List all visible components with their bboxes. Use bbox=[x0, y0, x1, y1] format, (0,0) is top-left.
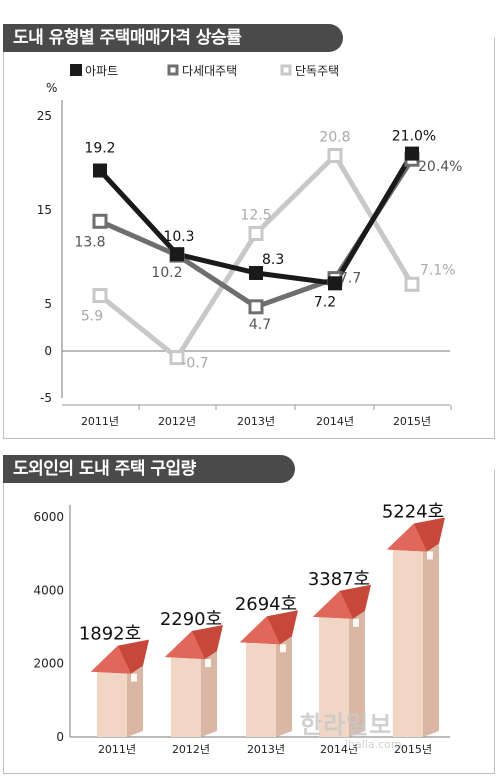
data-label-1: 4.7 bbox=[249, 317, 271, 333]
house-window bbox=[131, 673, 137, 682]
house-body bbox=[246, 638, 276, 737]
y-tick-label-2: 2000 bbox=[33, 657, 64, 671]
x-tick-label: 2013년 bbox=[237, 415, 275, 428]
series-marker-0 bbox=[328, 276, 342, 291]
x-tick-label: 2011년 bbox=[81, 415, 119, 428]
series-marker-2 bbox=[169, 350, 185, 366]
house-window bbox=[353, 618, 359, 627]
bar-value-label: 3387호 bbox=[308, 569, 370, 590]
house-body bbox=[319, 612, 349, 737]
house-side bbox=[349, 604, 365, 737]
data-label-2: 7.1% bbox=[420, 262, 456, 278]
y-tick-label: -5 bbox=[40, 391, 52, 405]
bar-chart-title: 도외인의 도내 주택 구입량 bbox=[3, 455, 295, 483]
legend-label-1: 다세대주택 bbox=[182, 64, 237, 78]
data-label-2: 5.9 bbox=[81, 309, 103, 325]
data-label-0: 10.3 bbox=[163, 229, 194, 245]
house-side bbox=[276, 630, 292, 737]
x-tick-label-2: 2013년 bbox=[247, 743, 285, 756]
data-label-1: 20.4% bbox=[418, 159, 462, 175]
y-tick-label-2: 0 bbox=[56, 730, 64, 744]
data-label-2: 12.5 bbox=[240, 208, 271, 224]
x-tick-label: 2012년 bbox=[158, 415, 196, 428]
series-marker-2 bbox=[327, 147, 343, 163]
bar-chart-panel bbox=[3, 470, 495, 774]
data-label-0: 7.2 bbox=[314, 294, 336, 310]
series-marker-1 bbox=[92, 213, 108, 229]
bar-value-label: 5224호 bbox=[382, 501, 444, 522]
y-tick-label: 0 bbox=[44, 344, 52, 358]
house-window bbox=[280, 644, 286, 653]
series-marker-2 bbox=[92, 288, 108, 304]
data-label-0: 8.3 bbox=[262, 252, 284, 268]
legend-swatch-2 bbox=[280, 64, 292, 76]
data-label-2: -0.7 bbox=[181, 356, 208, 372]
house-roof-front bbox=[313, 590, 353, 619]
house-roof-front bbox=[387, 523, 427, 552]
series-marker-1 bbox=[248, 299, 264, 315]
house-body bbox=[393, 545, 423, 737]
house-roof-front bbox=[240, 616, 280, 645]
house-roof-front bbox=[91, 645, 131, 674]
watermark-url: ihalla.com bbox=[345, 738, 402, 751]
bar-value-label: 2694호 bbox=[235, 594, 297, 615]
legend-swatch-0 bbox=[70, 64, 82, 76]
house-body bbox=[97, 667, 127, 737]
house-roof-front bbox=[165, 631, 205, 660]
x-tick-label-2: 2015년 bbox=[394, 743, 432, 756]
series-marker-0 bbox=[170, 247, 184, 262]
line-chart-title: 도내 유형별 주택매매가격 상승률 bbox=[3, 24, 343, 52]
legend-label-2: 단독주택 bbox=[295, 64, 339, 78]
y-unit-label: % bbox=[46, 81, 57, 95]
y-tick-label: 15 bbox=[37, 203, 52, 217]
series-marker-2 bbox=[404, 276, 420, 292]
data-label-2: 20.8 bbox=[319, 129, 350, 145]
house-body bbox=[171, 653, 201, 737]
y-tick-label: 25 bbox=[37, 109, 52, 123]
series-marker-2 bbox=[248, 226, 264, 241]
legend-label-0: 아파트 bbox=[85, 64, 118, 78]
series-marker-0 bbox=[405, 146, 419, 161]
data-label-1: 10.2 bbox=[151, 265, 182, 281]
series-marker-0 bbox=[93, 163, 107, 178]
bar-value-label: 1892호 bbox=[79, 624, 141, 645]
house-side bbox=[201, 645, 217, 737]
x-tick-label-2: 2014년 bbox=[320, 743, 358, 756]
y-tick-label-2: 4000 bbox=[33, 583, 64, 597]
series-marker-0 bbox=[249, 265, 263, 280]
data-label-0: 19.2 bbox=[84, 141, 115, 157]
y-tick-label-2: 6000 bbox=[33, 510, 64, 524]
house-window bbox=[205, 659, 211, 668]
data-label-1: 7.7 bbox=[339, 271, 361, 287]
x-tick-label: 2015년 bbox=[393, 415, 431, 428]
x-tick-label-2: 2012년 bbox=[172, 743, 210, 756]
legend-swatch-1 bbox=[167, 64, 179, 76]
bar-value-label: 2290호 bbox=[160, 609, 222, 630]
y-tick-label: 5 bbox=[44, 297, 52, 311]
data-label-1: 13.8 bbox=[74, 234, 105, 250]
watermark-logo: 한라일보 bbox=[300, 711, 393, 739]
x-tick-label: 2014년 bbox=[316, 415, 354, 428]
house-window bbox=[427, 551, 433, 560]
x-tick-label-2: 2011년 bbox=[98, 743, 136, 756]
house-side bbox=[423, 537, 439, 737]
line-chart-panel bbox=[3, 38, 495, 439]
data-label-0: 21.0% bbox=[392, 129, 436, 145]
